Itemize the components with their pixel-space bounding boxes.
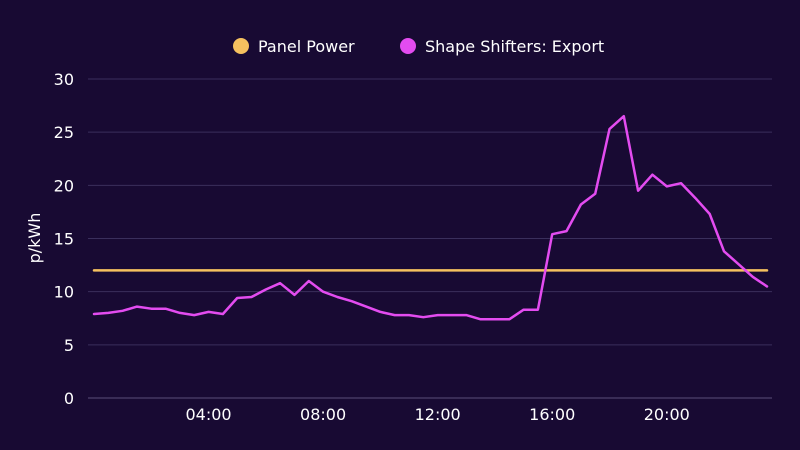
- y-axis-title: p/kWh: [25, 213, 44, 264]
- legend-marker-shape-shifters-export: [400, 38, 416, 54]
- legend-marker-panel-power: [233, 38, 249, 54]
- y-tick-label: 5: [64, 336, 74, 355]
- y-tick-labels: 0 5 10 15 20 25 30: [54, 70, 74, 408]
- y-tick-label: 10: [54, 283, 74, 302]
- y-tick-label: 15: [54, 230, 74, 249]
- gridlines: [88, 78, 772, 399]
- y-tick-label: 20: [54, 176, 74, 195]
- y-tick-label: 30: [54, 70, 74, 89]
- x-tick-label: 08:00: [300, 405, 346, 424]
- x-tick-label: 16:00: [529, 405, 575, 424]
- series-lines: [92, 114, 769, 321]
- y-tick-label: 0: [64, 389, 74, 408]
- x-tick-labels: 04:00 08:00 12:00 16:00 20:00: [185, 405, 689, 424]
- legend: Panel Power Shape Shifters: Export: [233, 37, 604, 56]
- x-tick-label: 20:00: [644, 405, 690, 424]
- y-tick-label: 25: [54, 123, 74, 142]
- x-tick-label: 12:00: [415, 405, 461, 424]
- series-line-shape-shifters-export: [92, 114, 769, 321]
- x-tick-label: 04:00: [185, 405, 231, 424]
- legend-label-shape-shifters-export: Shape Shifters: Export: [425, 37, 604, 56]
- legend-label-panel-power: Panel Power: [258, 37, 355, 56]
